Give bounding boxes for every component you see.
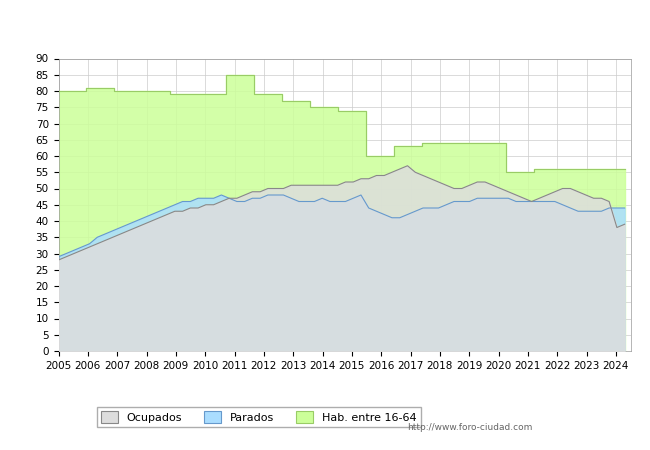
Legend: Ocupados, Parados, Hab. entre 16-64: Ocupados, Parados, Hab. entre 16-64	[96, 407, 421, 428]
Text: San Miguel de Serrezuela - Evolucion de la poblacion en edad de Trabajar Mayo de: San Miguel de Serrezuela - Evolucion de …	[16, 21, 634, 33]
Text: http://www.foro-ciudad.com: http://www.foro-ciudad.com	[408, 423, 533, 432]
